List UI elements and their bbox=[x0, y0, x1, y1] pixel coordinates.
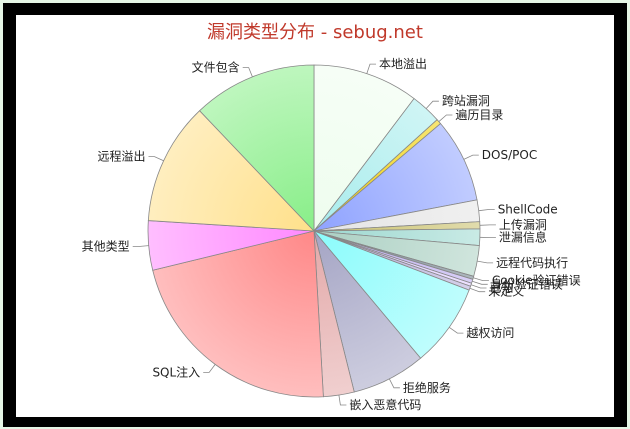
slice-label-4: ShellCode bbox=[498, 203, 558, 217]
leader-line-10 bbox=[470, 284, 487, 289]
leader-line-3 bbox=[463, 154, 479, 160]
leader-line-1 bbox=[425, 100, 439, 109]
leader-line-11 bbox=[469, 287, 486, 293]
slice-label-2: 遍历目录 bbox=[455, 108, 503, 122]
slice-label-14: 嵌入恶意代码 bbox=[349, 397, 421, 412]
slice-label-5: 上传漏洞 bbox=[499, 217, 547, 232]
pie-slice-18 bbox=[199, 64, 315, 233]
pie-slice-15 bbox=[152, 230, 324, 398]
slice-label-1: 跨站漏洞 bbox=[442, 94, 490, 108]
leader-line-16 bbox=[132, 245, 149, 247]
leader-line-7 bbox=[477, 260, 494, 264]
slice-label-17: 远程溢出 bbox=[97, 149, 145, 164]
slice-label-16: 其他类型 bbox=[82, 240, 130, 254]
leader-line-18 bbox=[242, 67, 253, 77]
leader-line-12 bbox=[448, 326, 464, 334]
leader-line-14 bbox=[338, 395, 347, 406]
leader-line-15 bbox=[203, 364, 216, 373]
pie-slice-0 bbox=[313, 64, 415, 233]
leader-line-8 bbox=[473, 277, 489, 282]
leader-line-4 bbox=[478, 209, 495, 212]
slice-label-8: Cookie验证错误 bbox=[492, 273, 581, 288]
slice-label-0: 本地溢出 bbox=[379, 57, 427, 71]
slice-label-11: 未定义 bbox=[488, 284, 524, 299]
slice-label-12: 越权访问 bbox=[466, 326, 514, 340]
slice-label-6: 泄漏信息 bbox=[499, 230, 547, 245]
leader-line-0 bbox=[366, 63, 376, 74]
slice-label-3: DOS/POC bbox=[482, 148, 537, 162]
slice-label-13: 拒绝服务 bbox=[403, 380, 451, 395]
chart-frame: 本地溢出跨站漏洞 遍历目录 DOS/POC ShellCode 上传漏洞 泄漏信息远程代码… bbox=[3, 3, 627, 427]
leader-line-13 bbox=[389, 378, 400, 389]
slice-label-7: 远程代码执行 bbox=[496, 255, 568, 270]
leader-line-2 bbox=[438, 114, 453, 122]
leader-line-17 bbox=[148, 156, 164, 162]
slice-label-10: 已知 bbox=[490, 281, 514, 295]
leader-line-9 bbox=[472, 280, 488, 285]
slice-label-18: 文件包含 bbox=[192, 60, 240, 75]
chart-canvas: 本地溢出跨站漏洞 遍历目录 DOS/POC ShellCode 上传漏洞 泄漏信息远程代码… bbox=[16, 15, 614, 417]
slice-label-15: SQL注入 bbox=[152, 364, 200, 379]
chart-title: 漏洞类型分布 - sebug.net bbox=[207, 22, 423, 43]
pie-slices bbox=[147, 64, 481, 398]
slice-label-9: 身份验证错误 bbox=[491, 276, 563, 291]
